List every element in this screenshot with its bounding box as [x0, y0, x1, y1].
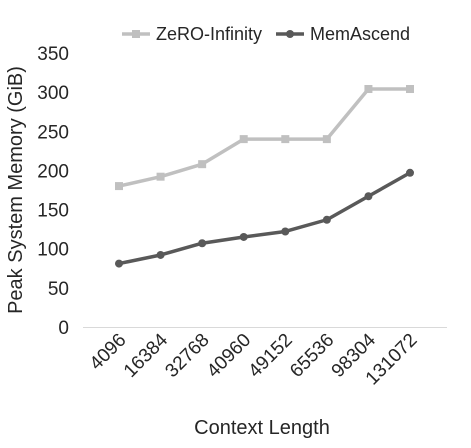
- legend: ZeRO-Infinity MemAscend: [122, 24, 410, 44]
- y-tick-label: 50: [48, 279, 69, 300]
- data-point: [364, 192, 373, 201]
- y-tick-label: 150: [37, 201, 69, 222]
- legend-marker: [286, 30, 294, 38]
- y-axis-title: Peak System Memory (GiB): [5, 66, 27, 314]
- data-point: [239, 232, 248, 241]
- data-point: [406, 85, 414, 94]
- y-tick-label: 300: [37, 83, 69, 104]
- legend-label: MemAscend: [310, 24, 410, 44]
- data-point: [156, 172, 165, 181]
- data-point: [364, 85, 373, 94]
- legend-item: ZeRO-Infinity: [122, 24, 262, 44]
- data-point: [281, 227, 290, 236]
- data-point: [115, 259, 123, 268]
- series-line: [118, 87, 410, 188]
- data-point: [322, 135, 331, 144]
- series-line: [118, 171, 411, 266]
- data-point: [406, 168, 414, 177]
- data-point: [156, 250, 165, 259]
- data-point: [198, 239, 207, 248]
- data-point: [322, 215, 331, 224]
- x-axis-title: Context Length: [194, 417, 330, 439]
- y-axis: 0 50 100 150 200 250 300 350: [37, 44, 69, 339]
- data-point: [239, 135, 248, 144]
- legend-item: MemAscend: [276, 24, 410, 44]
- plot-area: [115, 85, 414, 268]
- x-tick-label: 40960: [203, 330, 255, 382]
- y-tick-label: 0: [58, 318, 69, 339]
- legend-marker: [132, 30, 140, 38]
- x-tick-label: 32768: [161, 330, 213, 382]
- data-point: [281, 135, 290, 144]
- legend-label: ZeRO-Infinity: [156, 24, 262, 44]
- y-tick-label: 200: [37, 161, 69, 182]
- x-tick-label: 65536: [286, 330, 338, 382]
- y-tick-label: 250: [37, 122, 69, 143]
- x-tick-label: 16384: [120, 329, 173, 382]
- data-point: [115, 182, 123, 191]
- x-tick-label: 49152: [245, 330, 297, 382]
- series-zero-infinity: [115, 85, 414, 191]
- series-memascend: [115, 168, 414, 268]
- y-tick-label: 100: [37, 240, 69, 261]
- data-point: [198, 160, 207, 169]
- y-tick-label: 350: [37, 44, 69, 65]
